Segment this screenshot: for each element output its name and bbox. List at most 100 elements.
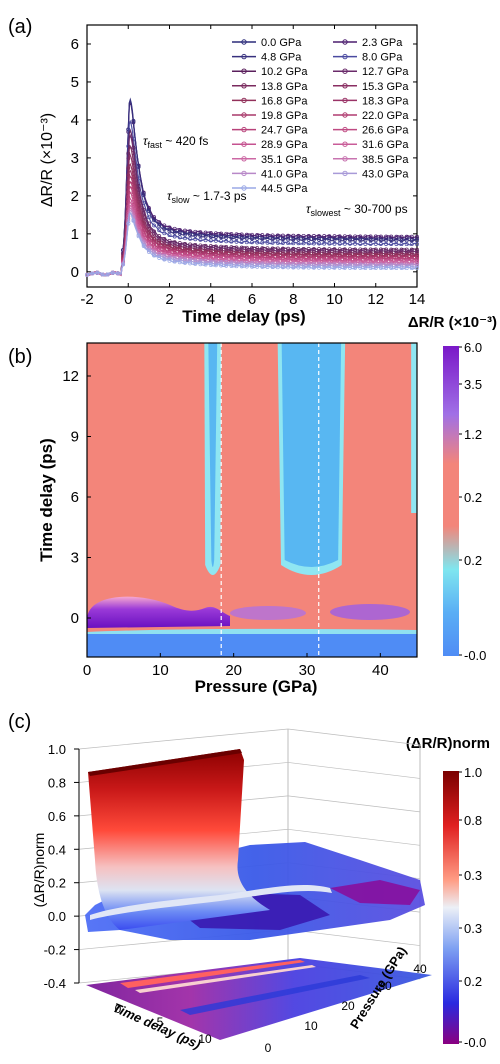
legend-marker [342,141,348,147]
data-point [203,230,208,235]
data-point [363,238,368,243]
z-tick-label: 0.4 [48,842,66,857]
data-point [183,251,187,256]
data-point [162,241,167,246]
data-point [198,234,203,238]
data-point [322,234,327,239]
data-point [348,252,352,257]
data-point [198,249,203,254]
data-point [363,249,368,254]
data-point [368,234,373,239]
data-point [193,237,198,242]
data-point [188,248,193,253]
data-point [265,259,270,264]
data-point [183,257,187,262]
data-point [394,242,399,246]
z-tick-label: -0.2 [44,943,66,958]
data-point [183,228,187,233]
data-point [332,249,337,254]
heatmap-column-1 [208,343,218,567]
panel-c-z-axis-label: (ΔR/R)norm [31,833,47,908]
data-point [280,263,285,268]
legend-marker [241,156,247,162]
data-point [136,234,141,239]
legend-entry: 44.5 GPa [261,183,308,195]
data-point [415,234,419,239]
data-point [342,262,347,267]
data-point [415,262,419,267]
data-point [373,249,378,254]
data-point [203,234,208,239]
legend-entry: 18.3 GPa [362,95,409,107]
data-point [301,241,306,246]
annotation: τslow ~ 1.7-3 ps [167,189,247,205]
y-tick-label: 12 [62,368,79,385]
data-point [234,232,239,237]
data-point [239,264,244,269]
data-point [162,253,167,258]
legend-marker [342,68,348,74]
data-point [394,262,399,267]
data-point [404,255,409,259]
data-point [224,260,229,264]
data-point [244,258,249,263]
x-tick-label: 10 [152,662,169,679]
panel-b-heatmap: 0 10 20 30 40 0 3 6 9 12 6.0 3.5 1.2 0.2 0.2 -0.0 [62,340,486,679]
surface-peak-wall [88,749,270,930]
colorbar-tick-label: 0.2 [464,974,482,989]
data-point [291,233,296,238]
data-point [337,258,342,263]
data-point [255,246,260,251]
data-point [193,233,198,238]
colorbar [443,346,459,656]
data-point [373,238,378,243]
data-point [322,263,327,268]
x-tick-label: 14 [409,291,426,308]
data-point [275,237,280,242]
data-point [280,233,285,238]
panel-a-y-axis-label: ΔR/R (×10⁻³) [39,113,56,207]
data-point [260,240,265,245]
legend-marker [342,97,348,104]
data-point [286,265,291,270]
y-tick-label: 3 [71,550,79,567]
colorbar [443,771,459,1044]
y-tick-label: 40 [413,962,427,976]
data-point [219,231,224,236]
data-point [322,241,327,246]
data-point [280,241,285,245]
legend-marker [241,97,247,104]
data-point [213,259,218,264]
legend-entry: 4.8 GPa [261,52,302,64]
data-point [224,235,229,240]
y-tick-label: 5 [71,74,79,91]
data-point [373,241,378,246]
data-point [306,247,311,251]
panel-a-x-axis-label: Time delay (ps) [182,307,305,326]
data-point [368,253,373,257]
plot-frame [86,342,418,658]
data-point [250,240,254,245]
legend-entry: 10.2 GPa [261,66,308,78]
data-point [286,241,291,246]
floor-band [180,975,370,1015]
x-tick-label: 8 [289,291,297,308]
data-point [275,265,280,270]
data-point [260,236,265,241]
data-point [188,229,193,234]
data-point [224,246,229,251]
data-point [219,250,224,255]
data-point [115,271,120,276]
data-point [327,252,332,257]
data-point [363,266,368,270]
data-point [317,234,321,239]
data-point [280,237,285,242]
data-point [234,239,239,244]
data-point [213,246,218,251]
data-point [342,234,347,239]
data-point [404,234,409,239]
grid-line [287,762,421,779]
data-point [394,234,399,239]
data-point [193,258,198,263]
legend-marker [241,53,247,60]
